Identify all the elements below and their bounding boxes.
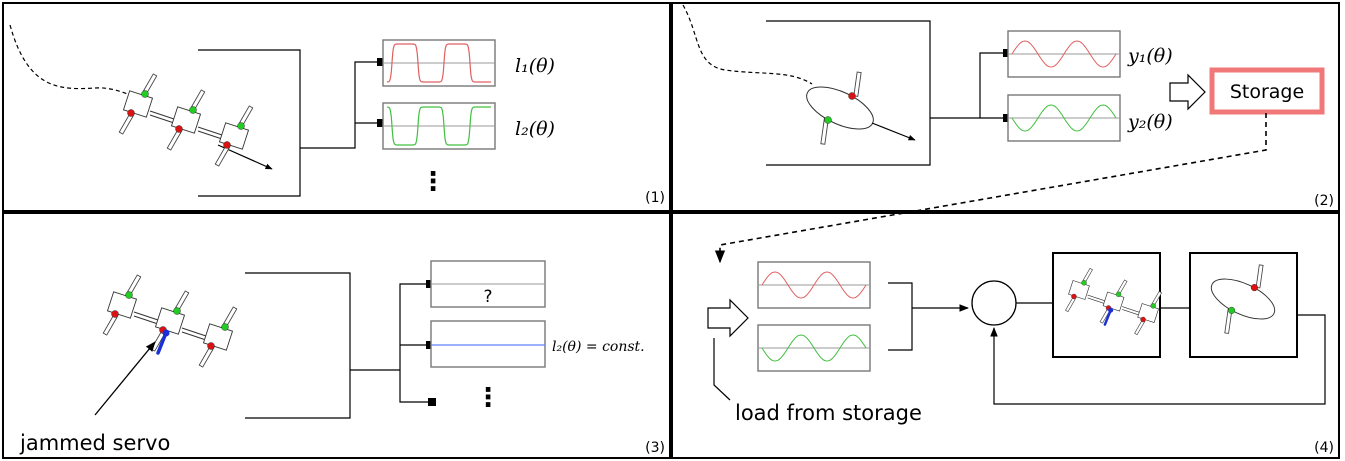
panel-number: (3) bbox=[645, 440, 665, 456]
ellipsoid-body bbox=[806, 71, 874, 145]
vertical-ellipsis: ⋮ bbox=[420, 167, 446, 197]
signal-label-y1: y₁(θ) bbox=[1127, 45, 1173, 67]
constant-label: l₂(θ) = const. bbox=[552, 339, 645, 355]
body-block bbox=[1189, 252, 1298, 358]
merge-bracket bbox=[888, 282, 913, 351]
signal-label-l2: l₂(θ) bbox=[515, 118, 555, 140]
connector-square bbox=[377, 119, 385, 127]
panel-4: load from storage (4) bbox=[707, 252, 1334, 456]
load-from-storage-label: load from storage bbox=[735, 401, 922, 425]
signal-curve-l2 bbox=[386, 106, 491, 146]
connector-square bbox=[426, 280, 434, 288]
panel-number: (1) bbox=[645, 190, 665, 206]
bracket-line bbox=[766, 20, 1005, 166]
feedback-loop bbox=[990, 314, 1326, 405]
hollow-arrow bbox=[1169, 73, 1206, 111]
panel-frame-1 bbox=[2, 2, 671, 212]
panel-frame-3 bbox=[2, 212, 671, 459]
snake-robot bbox=[1065, 267, 1163, 336]
signal-curve-y2 bbox=[1011, 104, 1117, 132]
hollow-arrow bbox=[707, 298, 749, 338]
connector-square bbox=[377, 58, 385, 66]
signal-curve-loaded-2 bbox=[761, 334, 867, 362]
signal-scope-constant bbox=[430, 320, 546, 368]
signal-curve-l1 bbox=[386, 43, 491, 83]
connector-square bbox=[1003, 114, 1011, 122]
bracket-line bbox=[198, 49, 380, 197]
storage-label: Storage bbox=[1230, 81, 1304, 103]
panel-number: (2) bbox=[1314, 193, 1334, 209]
heading-arrow bbox=[871, 122, 916, 141]
storage-box bbox=[1209, 67, 1325, 115]
signal-curve-y1 bbox=[1011, 40, 1117, 68]
panel-2: y₁(θ) y₂(θ) Storage (2) bbox=[682, 4, 1334, 209]
summing-junction bbox=[971, 280, 1017, 326]
jammed-servo-arrow bbox=[94, 341, 156, 416]
vertical-ellipsis: ⋮ bbox=[475, 383, 501, 413]
bracket-line bbox=[245, 272, 428, 419]
trajectory-path bbox=[682, 4, 813, 85]
signal-label-y2: y₂(θ) bbox=[1127, 111, 1173, 133]
panel-3: jammed servo ? l₂(θ) = const. ⋮ (3) bbox=[19, 260, 665, 456]
connector-square bbox=[426, 341, 434, 349]
ellipsoid-body bbox=[1210, 264, 1276, 334]
panel-number: (4) bbox=[1314, 440, 1334, 456]
connector-square bbox=[428, 398, 436, 406]
signal-curve-loaded-1 bbox=[761, 271, 867, 299]
panel-frame-2 bbox=[671, 2, 1340, 212]
trajectory-path bbox=[9, 24, 141, 101]
snake-robot bbox=[102, 274, 238, 368]
panel-1: l₁(θ) l₂(θ) ⋮ (1) bbox=[9, 24, 665, 206]
panel-frame-4 bbox=[671, 212, 1340, 459]
unknown-signal-mark: ? bbox=[483, 287, 492, 307]
load-pointer-line bbox=[713, 338, 731, 401]
connector-square bbox=[1003, 49, 1011, 57]
jammed-servo-label: jammed servo bbox=[19, 431, 170, 455]
snake-robot bbox=[118, 73, 254, 167]
signal-label-l1: l₁(θ) bbox=[515, 55, 555, 77]
storage-link-arrow bbox=[714, 113, 1267, 264]
